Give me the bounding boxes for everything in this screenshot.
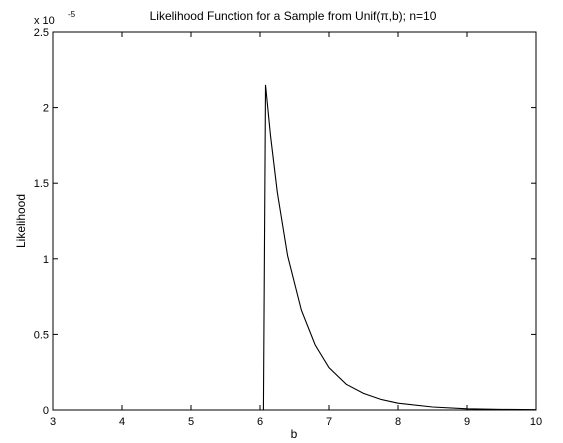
plot-area-frame [52,31,537,411]
y-tick-label: 2.5 [34,27,49,39]
x-tick-label: 7 [326,416,332,428]
x-axis-label: b [291,427,298,441]
chart-title: Likelihood Function for a Sample from Un… [150,9,437,23]
y-tick-label: 1 [43,254,49,266]
y-axis-ticks: 0 0.5 1 1.5 2 2.5 [34,27,536,417]
x-axis-ticks: 3 4 5 6 7 8 9 10 [50,32,542,428]
x-tick-label: 9 [464,416,470,428]
x-tick-label: 8 [395,416,401,428]
y-tick-label: 0 [43,405,49,417]
y-tick-label: 2 [43,103,49,115]
y-multiplier: x 10 -5 [34,10,76,27]
y-multiplier-label: x 10 [34,15,55,27]
y-multiplier-exponent: -5 [68,10,76,19]
x-tick-label: 10 [530,416,542,428]
x-tick-label: 5 [188,416,194,428]
x-tick-label: 3 [50,416,56,428]
y-axis-label: Likelihood [14,194,28,248]
y-tick-label: 1.5 [34,178,49,190]
x-tick-label: 6 [257,416,263,428]
x-tick-label: 4 [119,416,125,428]
y-tick-label: 0.5 [34,329,49,341]
likelihood-curve [261,84,537,411]
